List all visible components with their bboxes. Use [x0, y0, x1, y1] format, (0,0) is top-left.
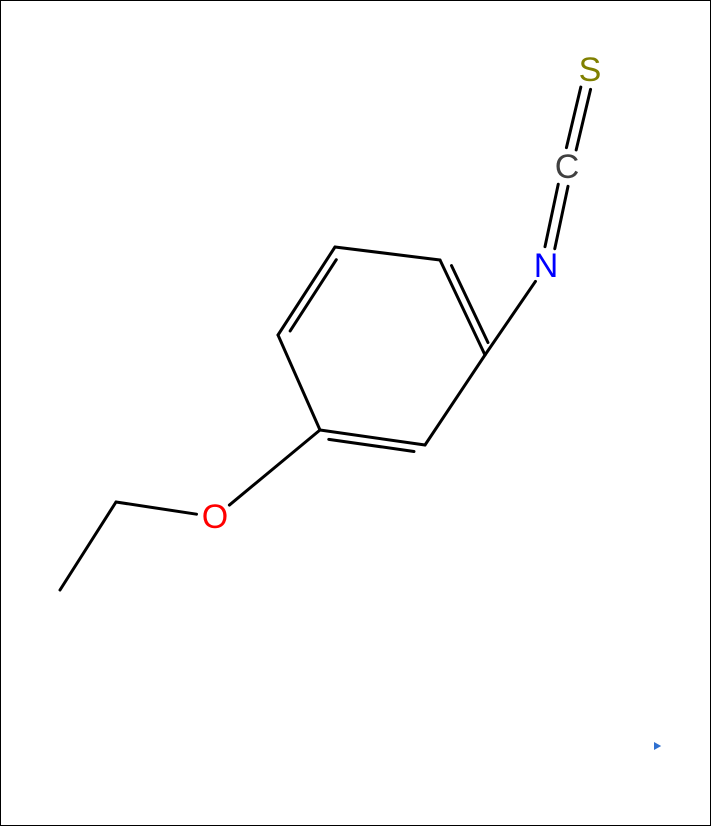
atom-label-c: C [555, 148, 580, 186]
atom-label-o: O [202, 498, 228, 536]
molecule-canvas: O N C S [0, 0, 711, 826]
atom-label-n: N [534, 247, 559, 285]
canvas-border [1, 1, 711, 826]
atom-label-s: S [579, 51, 602, 89]
